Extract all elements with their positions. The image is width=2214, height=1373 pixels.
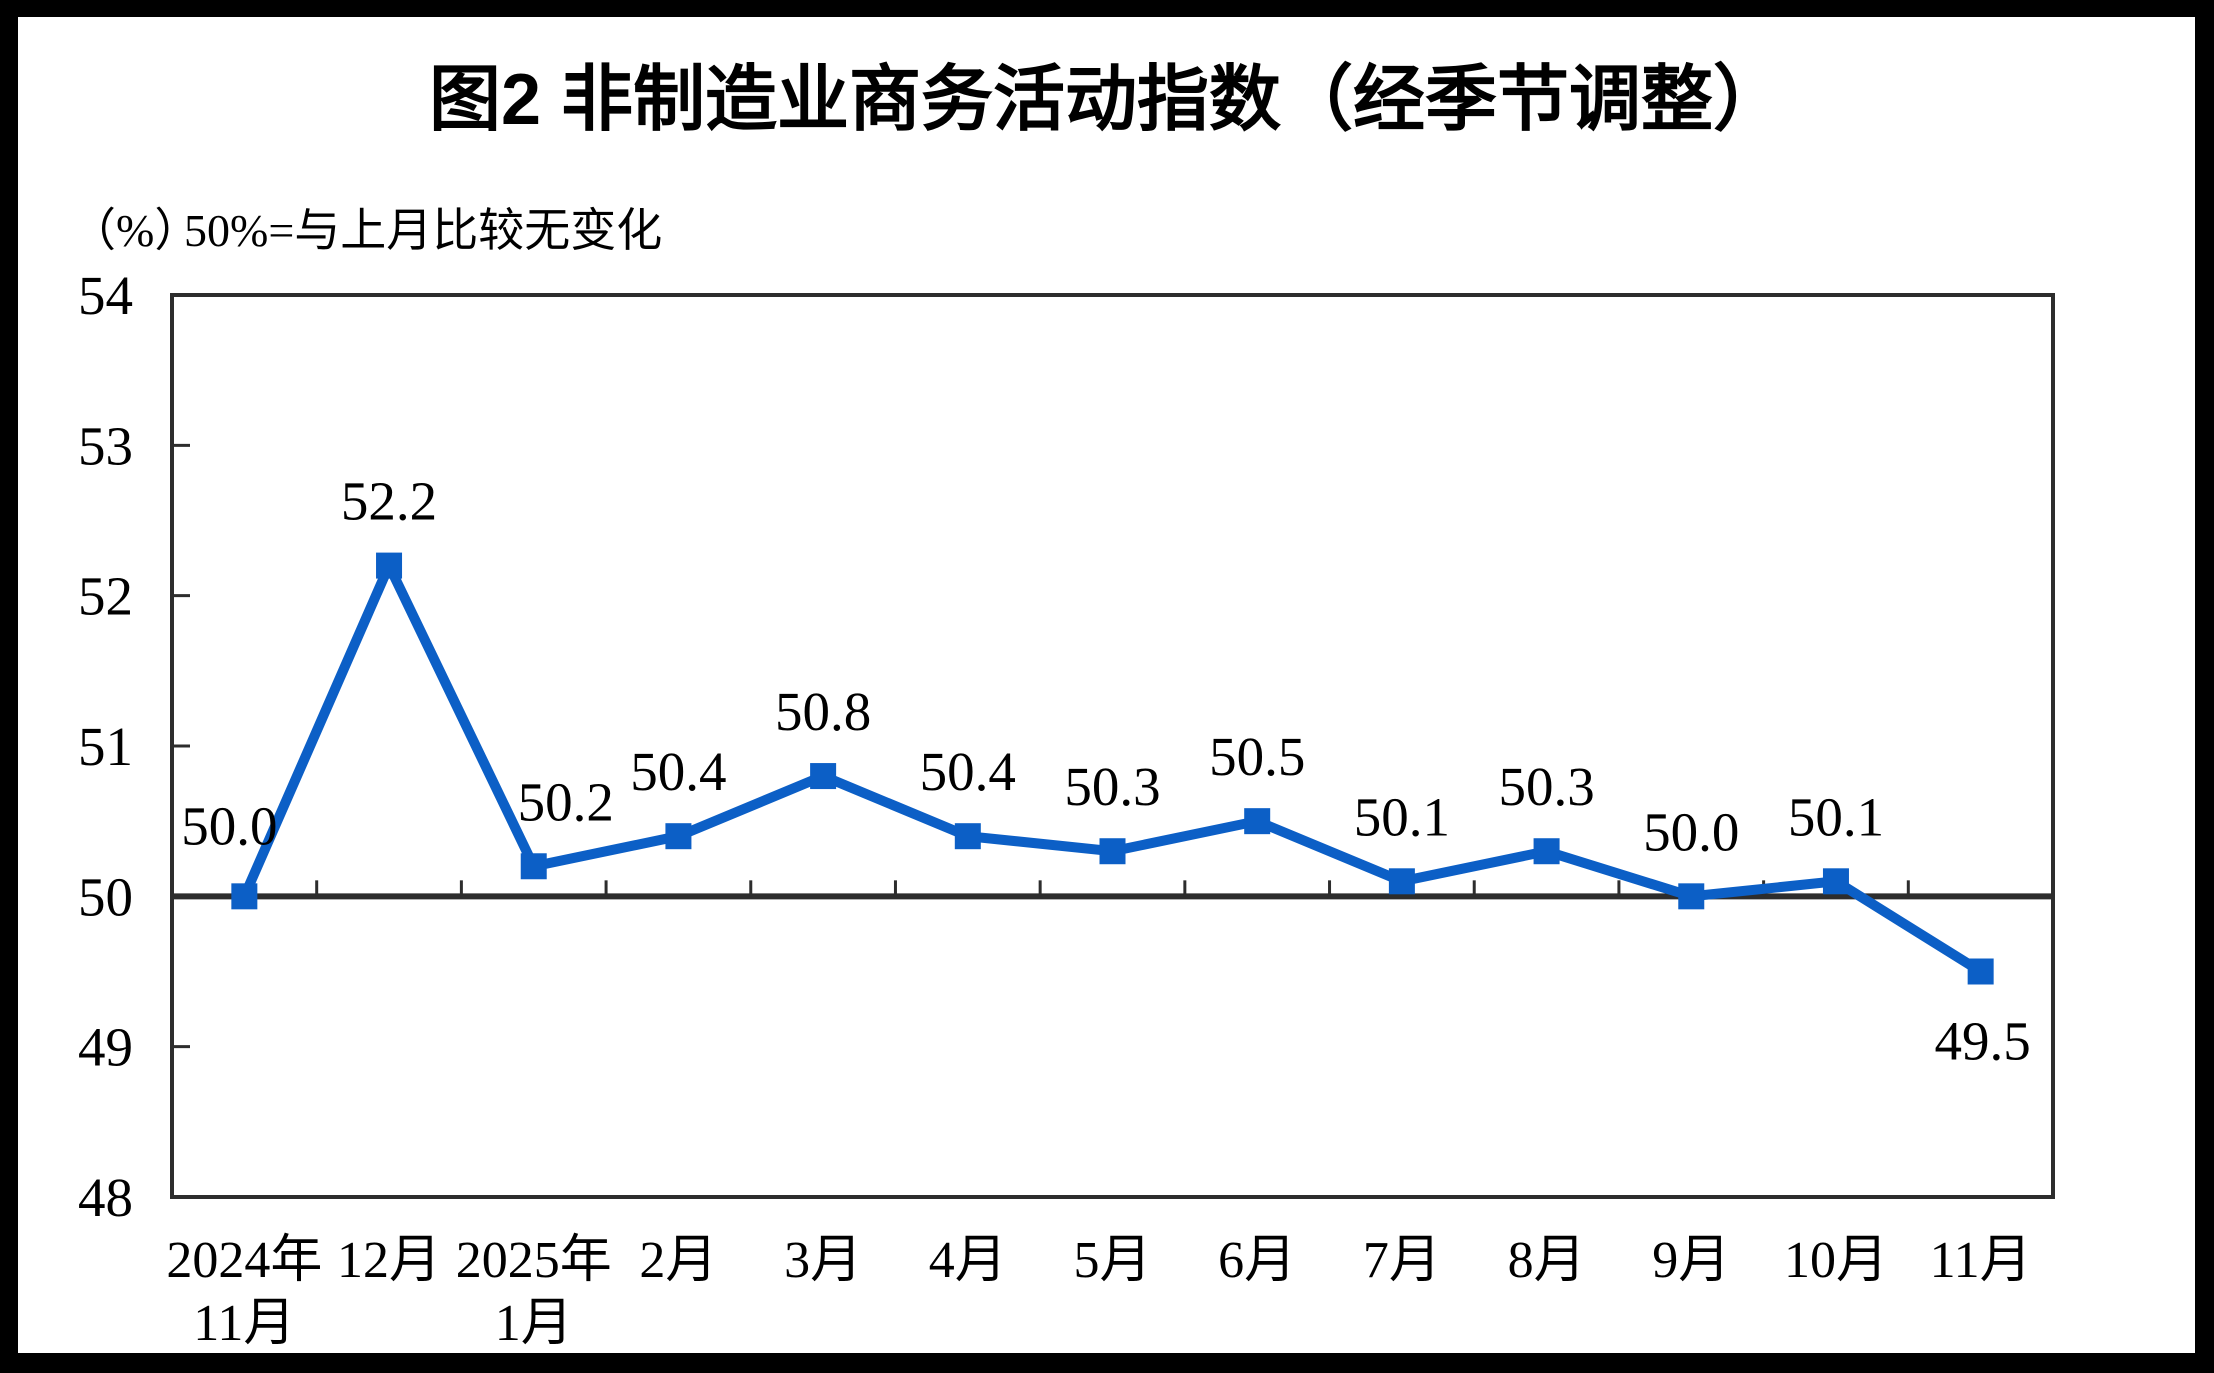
- y-axis-tick-label: 49: [78, 1017, 133, 1078]
- data-point-marker: [665, 823, 692, 850]
- data-point-label: 50.5: [1209, 726, 1305, 787]
- data-point-label: 50.0: [181, 795, 277, 856]
- chart-title: 图2 非制造业商务活动指数（经季节调整）: [429, 60, 1785, 140]
- y-axis-tick-label: 48: [78, 1167, 133, 1228]
- x-axis-category-label: 2024年: [166, 1232, 322, 1289]
- x-axis-category-label: 2月: [639, 1232, 717, 1289]
- x-axis-category-label: 7月: [1363, 1232, 1441, 1289]
- y-axis-tick-label: 53: [78, 415, 133, 476]
- data-point-marker: [810, 763, 837, 790]
- data-point-label: 50.4: [630, 741, 726, 802]
- plot-frame: [170, 293, 2055, 1199]
- data-point-label: 50.4: [920, 741, 1016, 802]
- x-axis-category-label: 11月: [1930, 1232, 2032, 1289]
- y-axis-tick-label: 54: [78, 265, 133, 326]
- data-point-marker: [1678, 883, 1705, 910]
- baseline-note: 50%=与上月比较无变化: [184, 205, 662, 256]
- x-axis-category-label: 4月: [929, 1232, 1007, 1289]
- data-point-label: 50.3: [1498, 756, 1594, 817]
- chart-page: [18, 17, 2195, 1353]
- data-point-marker: [520, 853, 547, 880]
- x-axis-category-label: 8月: [1508, 1232, 1586, 1289]
- data-point-label: 50.1: [1354, 786, 1450, 847]
- x-axis-category-label: 10月: [1784, 1232, 1888, 1289]
- data-point-marker: [1967, 958, 1994, 985]
- data-point-marker: [231, 883, 258, 910]
- data-point-marker: [376, 552, 403, 579]
- data-point-label: 50.1: [1788, 786, 1884, 847]
- data-point-marker: [1099, 838, 1126, 865]
- x-axis-category-label: 6月: [1218, 1232, 1296, 1289]
- x-axis-category-label: 9月: [1652, 1232, 1730, 1289]
- x-axis-category-label: 2025年: [456, 1232, 612, 1289]
- plot-area: 48 49 50 51 52 53 54 2024年 11月 12月 2025年 1月 2月 3月 4月 5月…: [78, 265, 2055, 1352]
- data-point-label: 50.0: [1643, 801, 1739, 862]
- data-point-marker: [1822, 868, 1849, 895]
- data-point-label: 50.3: [1064, 756, 1160, 817]
- y-axis-tick-label: 52: [78, 566, 133, 627]
- y-axis-tick-label: 51: [78, 716, 133, 777]
- x-axis-category-label: 5月: [1073, 1232, 1151, 1289]
- data-point-label: 49.5: [1935, 1011, 2031, 1072]
- x-axis-category-label: 3月: [784, 1232, 862, 1289]
- x-axis-category-label: 11月: [193, 1295, 295, 1352]
- data-point-marker: [1388, 868, 1415, 895]
- data-point-marker: [1533, 838, 1560, 865]
- data-point-marker: [1244, 808, 1271, 835]
- y-axis-tick-label: 50: [78, 866, 133, 927]
- data-point-label: 50.2: [518, 771, 614, 832]
- data-point-marker: [954, 823, 981, 850]
- x-axis-category-label: 12月: [337, 1232, 441, 1289]
- data-point-label: 52.2: [341, 471, 437, 532]
- y-unit-label: （%）: [70, 205, 200, 256]
- x-axis-category-label: 1月: [495, 1295, 573, 1352]
- data-point-label: 50.8: [775, 681, 871, 742]
